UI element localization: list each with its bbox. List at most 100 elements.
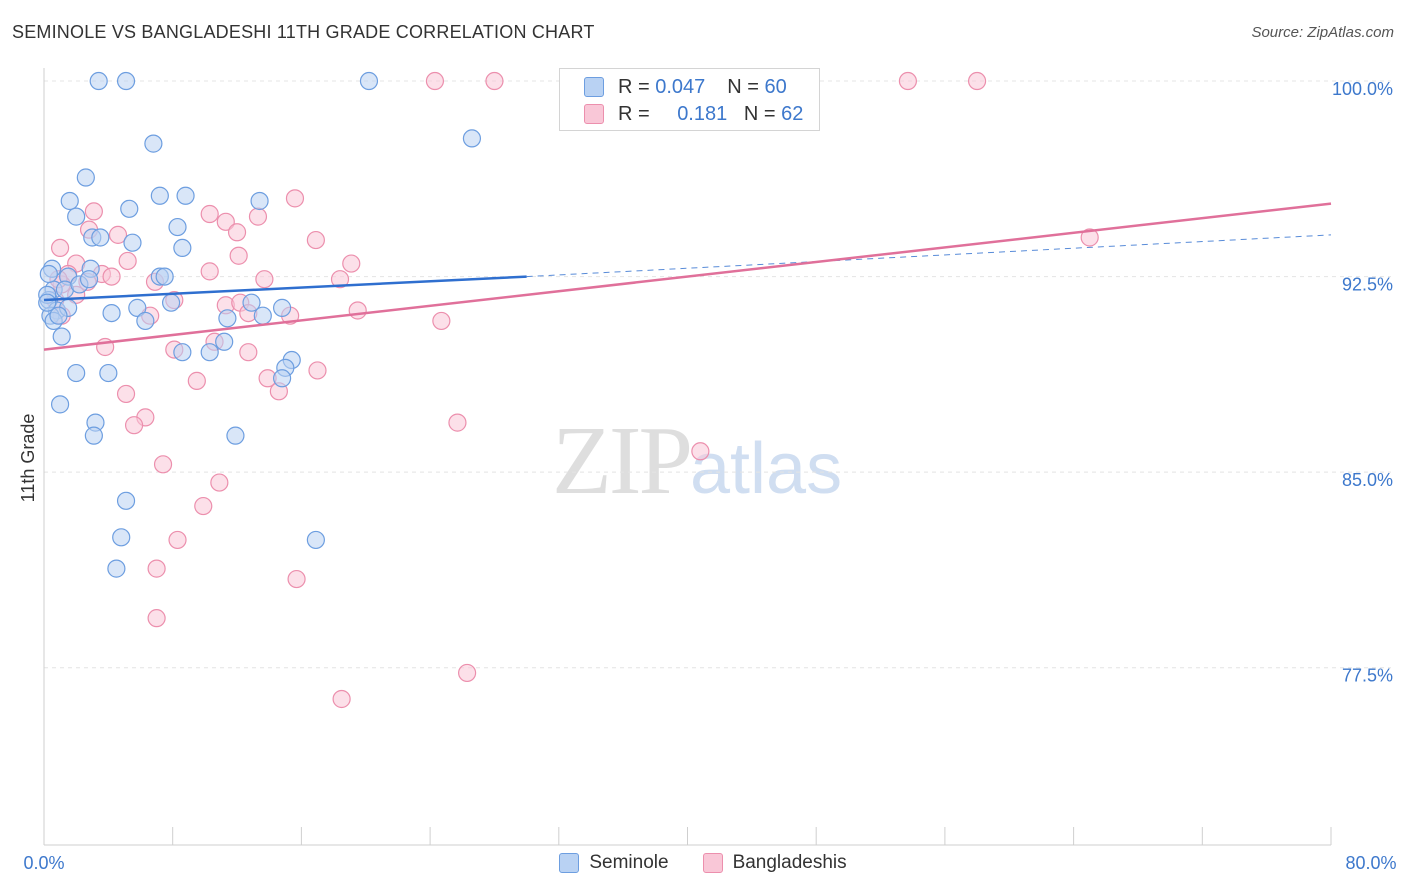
- bangladeshi-point: [425, 71, 445, 91]
- bangladeshi-point: [216, 212, 235, 231]
- r-label: R =: [618, 102, 650, 125]
- n-label: N =: [743, 102, 776, 125]
- seminole-point: [91, 228, 110, 247]
- bangladeshi-trend-line: [43, 202, 1332, 351]
- zipatlas-watermark: ZIPatlas: [552, 405, 842, 517]
- grid-lines: [44, 80, 1391, 669]
- seminole-point: [144, 134, 163, 153]
- seminole-swatch: [584, 77, 604, 97]
- bangladeshi-point: [194, 496, 213, 516]
- seminole-point: [116, 71, 136, 91]
- series-legend: Seminole Bangladeshis: [0, 852, 1406, 874]
- seminole-legend-label: Seminole: [589, 852, 669, 873]
- bangladeshi-point: [306, 230, 325, 250]
- seminole-point: [84, 426, 103, 445]
- bangladeshi-point: [898, 71, 917, 91]
- seminole-point: [272, 298, 292, 317]
- seminole-point: [155, 267, 174, 286]
- bangladeshi-point: [432, 311, 451, 331]
- bangladeshi-point: [187, 371, 206, 390]
- bangladeshi-legend-swatch: [702, 853, 723, 873]
- bangladeshi-point: [287, 569, 306, 589]
- y-axis-label: 11th Grade: [18, 414, 38, 503]
- seminole-point: [89, 71, 108, 91]
- bangladeshi-point: [691, 442, 710, 461]
- seminole-point: [107, 559, 126, 578]
- source-label: Source: ZipAtlas.com: [1251, 24, 1394, 41]
- bangladeshi-n-value: 62: [781, 102, 804, 125]
- seminole-legend-swatch: [559, 853, 580, 873]
- seminole-point: [242, 293, 261, 312]
- seminole-n-value: 60: [764, 75, 787, 98]
- bangladeshi-point: [285, 189, 305, 208]
- legend-row-bangladeshi: R = 0.181 N = 62: [584, 102, 803, 126]
- bangladeshi-point: [124, 416, 144, 435]
- x-tick-label: 0.0%: [23, 853, 64, 873]
- bangladeshi-point: [248, 207, 268, 226]
- seminole-point: [136, 311, 155, 331]
- n-label: N =: [727, 75, 759, 98]
- seminole-point: [161, 293, 181, 312]
- seminole-point: [272, 369, 292, 388]
- bangladeshi-point: [108, 225, 128, 244]
- seminole-point: [462, 129, 482, 148]
- bangladeshi-point: [200, 204, 219, 224]
- bangladeshi-point: [308, 361, 327, 380]
- seminole-point: [200, 343, 219, 362]
- seminole-trend-line: [43, 275, 527, 302]
- legend-item-bangladeshi: Bangladeshis: [702, 852, 847, 874]
- seminole-point: [176, 186, 195, 205]
- bangladeshi-point: [330, 270, 350, 289]
- seminole-point: [226, 426, 245, 445]
- bangladeshi-point: [967, 71, 987, 91]
- bangladeshi-point: [147, 559, 166, 578]
- seminole-trend-extension: [526, 234, 1332, 278]
- seminole-point: [250, 191, 269, 211]
- y-tick-label: 77.5%: [1342, 666, 1393, 686]
- bangladeshi-point: [84, 202, 103, 221]
- bangladeshi-point: [210, 473, 229, 492]
- seminole-point: [39, 264, 58, 284]
- seminole-point: [306, 530, 325, 550]
- bangladeshi-point: [1080, 228, 1099, 247]
- seminole-point: [253, 306, 272, 325]
- seminole-point: [173, 343, 192, 362]
- seminole-point: [99, 363, 118, 383]
- seminole-point: [359, 71, 379, 91]
- bangladeshi-point: [332, 689, 351, 709]
- axes: [43, 68, 1332, 846]
- stats-legend: R = 0.047 N = 60 R = 0.181 N = 62: [559, 68, 820, 131]
- tick-labels: 77.5% 85.0% 92.5% 100.0% 0.0% 80.0%: [23, 79, 1396, 873]
- bangladeshi-point: [147, 609, 166, 628]
- bangladeshi-point: [102, 267, 121, 286]
- y-tick-label: 100.0%: [1332, 79, 1393, 99]
- seminole-point: [79, 270, 99, 289]
- bangladeshi-points: [46, 71, 1099, 709]
- bangladeshi-point: [118, 251, 137, 271]
- seminole-point: [116, 491, 136, 510]
- bangladeshi-point: [255, 270, 274, 289]
- bangladeshi-point: [485, 71, 504, 91]
- seminole-point: [168, 217, 187, 237]
- r-label: R =: [618, 75, 650, 98]
- legend-item-seminole: Seminole: [559, 852, 669, 874]
- bangladeshi-r-value: 0.181: [677, 102, 728, 125]
- seminole-point: [215, 332, 234, 351]
- seminole-point: [49, 306, 68, 325]
- seminole-point: [102, 303, 121, 323]
- bangladeshi-point: [239, 343, 258, 362]
- seminole-point: [123, 233, 142, 252]
- seminole-point: [67, 207, 86, 226]
- legend-row-seminole: R = 0.047 N = 60: [584, 75, 787, 99]
- bangladeshi-swatch: [584, 104, 604, 124]
- bangladeshi-point: [153, 455, 173, 474]
- bangladeshi-point: [50, 238, 70, 258]
- watermark-zip: ZIP: [552, 407, 693, 515]
- seminole-point: [50, 395, 70, 414]
- seminole-point: [150, 186, 169, 205]
- seminole-point: [218, 309, 237, 328]
- seminole-r-value: 0.047: [655, 75, 706, 98]
- seminole-point: [52, 327, 71, 346]
- watermark-atlas: atlas: [690, 429, 843, 509]
